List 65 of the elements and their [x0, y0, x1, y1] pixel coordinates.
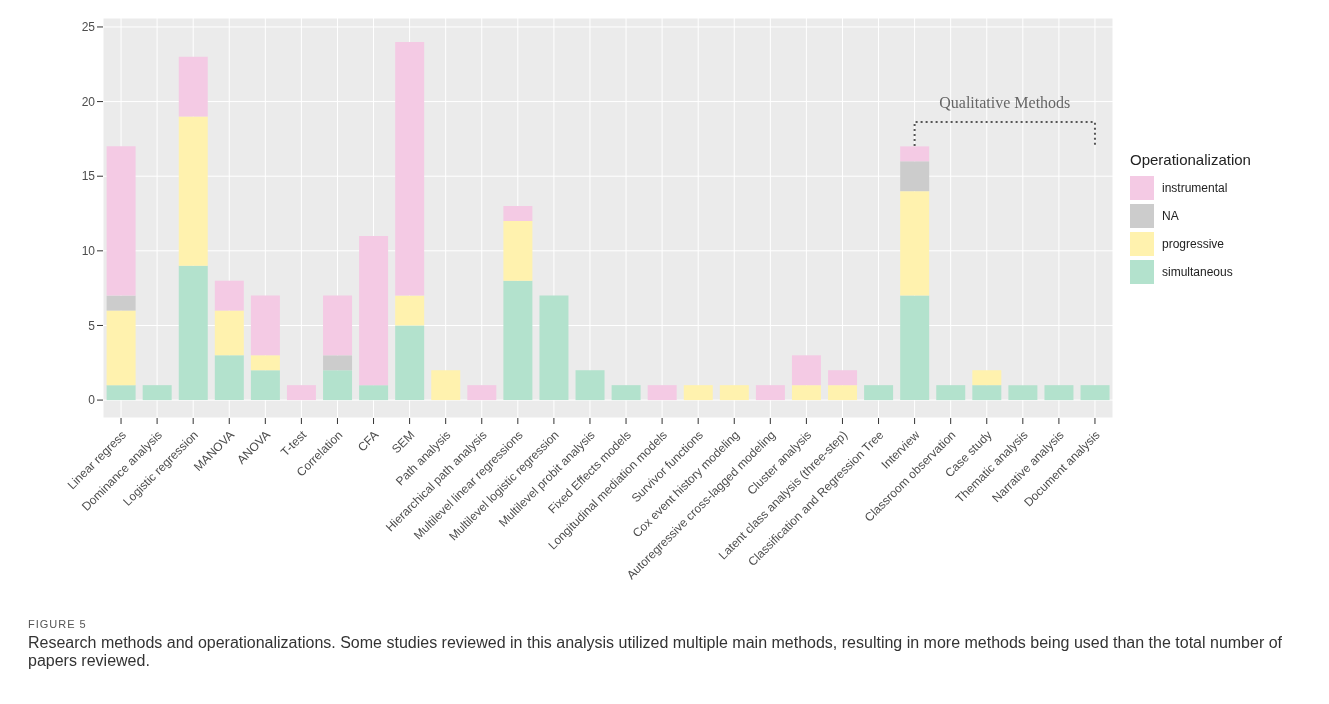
bar — [900, 295, 930, 401]
bar — [250, 370, 280, 401]
bar — [503, 206, 533, 221]
bar — [323, 355, 353, 371]
y-tick-label: 0 — [88, 393, 96, 408]
bar — [575, 370, 605, 401]
bar — [900, 146, 930, 162]
caption: FIGURE 5 — [28, 618, 88, 630]
bar — [395, 295, 425, 326]
bar — [214, 280, 244, 311]
bar — [178, 56, 208, 117]
bar — [1044, 385, 1074, 401]
bar — [972, 370, 1002, 386]
bar — [395, 325, 425, 401]
bar — [250, 295, 280, 356]
bar — [683, 385, 713, 401]
bar — [395, 41, 425, 296]
legend-title: Operationalization — [1130, 150, 1251, 168]
bar — [359, 385, 389, 401]
bar — [503, 280, 533, 401]
legend-label: NA — [1162, 208, 1179, 223]
bar — [719, 385, 749, 401]
bar — [323, 370, 353, 401]
bar — [791, 385, 821, 401]
bar — [142, 385, 172, 401]
bar — [539, 295, 569, 401]
bar — [250, 355, 280, 371]
bar — [106, 146, 136, 296]
bar — [864, 385, 894, 401]
bar — [106, 385, 136, 401]
bar — [106, 310, 136, 386]
legend-label: progressive — [1162, 236, 1225, 251]
bar — [467, 385, 497, 401]
bar — [1080, 385, 1110, 401]
bar — [972, 385, 1002, 401]
legend-label: simultaneous — [1162, 264, 1233, 279]
bar — [359, 235, 389, 386]
text: Research methods and operationalizations. Some studies reviewed in this analysis utilized multiple main methods, resulting in more methods being used than the total number of papers reviewed. — [28, 634, 1283, 670]
bar — [647, 385, 677, 401]
bar — [178, 265, 208, 401]
legend-label: instrumental — [1162, 180, 1228, 195]
bar — [936, 385, 966, 401]
bar — [755, 385, 785, 401]
bar — [611, 385, 641, 401]
y-tick-label: 10 — [81, 244, 96, 259]
y-tick-label: 15 — [81, 169, 96, 184]
x-tick-label: CFA — [354, 427, 382, 455]
bar — [1008, 385, 1038, 401]
bar — [286, 385, 316, 401]
bar — [323, 295, 353, 356]
bar — [214, 355, 244, 401]
bar — [900, 191, 930, 296]
bar — [214, 310, 244, 356]
bar — [431, 370, 461, 401]
bar — [791, 355, 821, 386]
bar — [178, 116, 208, 266]
bar — [828, 385, 858, 401]
y-tick-label: 25 — [81, 20, 96, 35]
bar — [503, 220, 533, 281]
bar — [106, 295, 136, 311]
y-tick-label: 20 — [81, 94, 96, 109]
bar — [828, 370, 858, 386]
y-tick-label: 5 — [88, 318, 96, 333]
bar — [900, 161, 930, 192]
annotation: Qualitative Methods — [939, 94, 1071, 111]
